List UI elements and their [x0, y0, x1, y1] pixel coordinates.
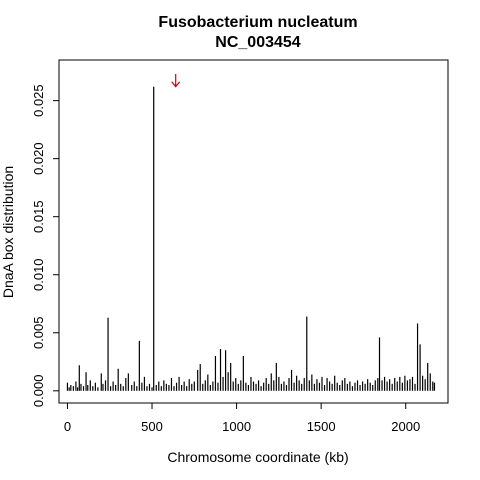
y-tick-label: 0.010 — [31, 258, 46, 291]
arrow-head — [171, 81, 181, 88]
x-tick-label: 2000 — [391, 419, 420, 434]
y-tick-label: 0.015 — [31, 200, 46, 233]
y-tick-label: 0.000 — [31, 375, 46, 408]
x-tick-label: 1000 — [222, 419, 251, 434]
y-tick-label: 0.020 — [31, 142, 46, 175]
chart-title: Fusobacterium nucleatum — [158, 14, 357, 31]
x-tick-label: 500 — [141, 419, 163, 434]
annotation-group — [171, 73, 181, 88]
y-tick-label: 0.005 — [31, 317, 46, 350]
x-axis: 0 500 1000 1500 2000 — [64, 402, 420, 434]
x-axis-label: Chromosome coordinate (kb) — [167, 449, 348, 465]
x-tick-label: 0 — [64, 419, 71, 434]
y-axis-label: DnaA box distribution — [0, 166, 16, 298]
y-tick-label: 0.025 — [31, 84, 46, 117]
x-tick-label: 1500 — [307, 419, 336, 434]
plot-frame — [58, 59, 449, 404]
chart-subtitle: NC_003454 — [215, 34, 301, 51]
y-axis: 0.000 0.005 0.010 0.015 0.020 0.025 — [31, 84, 60, 408]
bars-group — [66, 86, 436, 391]
